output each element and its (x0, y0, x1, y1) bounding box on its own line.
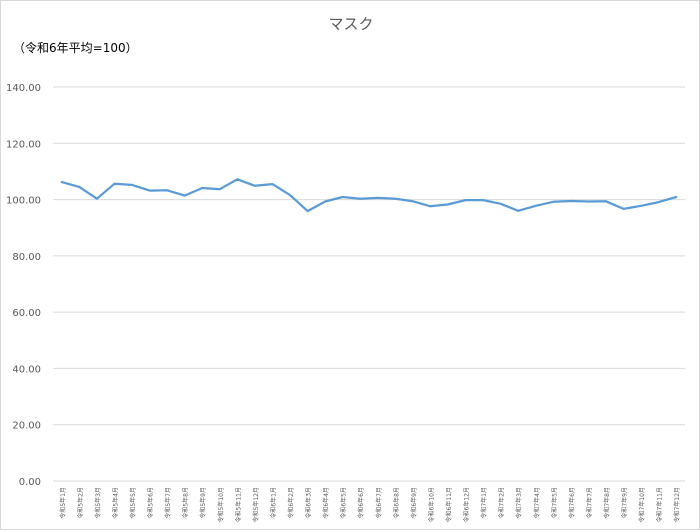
data-point (96, 198, 98, 200)
y-tick-label: 60.00 (12, 308, 41, 319)
y-tick-label: 140.00 (6, 83, 41, 94)
x-tick-label: 令和6年9月 (410, 487, 418, 519)
x-tick-label: 令和5年2月 (76, 487, 84, 519)
x-tick-label: 令和6年8月 (392, 487, 400, 519)
data-point (429, 205, 431, 207)
y-tick-label: 80.00 (12, 252, 41, 263)
x-tick-label: 令和6年4月 (322, 487, 330, 519)
x-tick-label: 令和7年8月 (603, 487, 611, 519)
data-point (640, 205, 642, 207)
x-tick-label: 令和6年5月 (340, 487, 348, 519)
y-tick-label: 120.00 (6, 139, 41, 150)
x-tick-label: 令和7年3月 (515, 487, 523, 519)
data-point (307, 210, 309, 212)
data-point (482, 199, 484, 201)
x-tick-label: 令和6年11月 (445, 487, 453, 522)
series-line (60, 178, 678, 213)
data-point (201, 187, 203, 189)
data-point (447, 203, 449, 205)
x-tick-label: 令和7年4月 (533, 487, 541, 519)
chart-title: マスク (328, 15, 374, 33)
data-point (149, 190, 151, 192)
x-tick-label: 令和6年1月 (269, 487, 277, 519)
data-point (131, 184, 133, 186)
data-point (219, 188, 221, 190)
data-point (254, 185, 256, 187)
x-tick-label: 令和5年12月 (252, 487, 260, 522)
data-point (500, 203, 502, 205)
x-tick-label: 令和7年9月 (621, 487, 629, 519)
x-tick-label: 令和5年3月 (94, 487, 102, 519)
data-point (587, 201, 589, 203)
y-tick-label: 40.00 (12, 364, 41, 375)
x-tick-label: 令和5年11月 (234, 487, 242, 522)
x-tick-label: 令和7年12月 (673, 487, 681, 522)
x-tick-label: 令和5年9月 (199, 487, 207, 519)
data-point (675, 196, 677, 198)
data-point (342, 196, 344, 198)
x-tick-label: 令和7年1月 (480, 487, 488, 519)
data-point (465, 199, 467, 201)
x-tick-label: 令和5年8月 (182, 487, 190, 519)
data-point (113, 183, 115, 185)
data-point (359, 198, 361, 200)
x-tick-label: 令和7年11月 (656, 487, 664, 522)
x-tick-label: 令和6年10月 (427, 487, 435, 522)
x-tick-label: 令和6年6月 (357, 487, 365, 519)
data-point (570, 200, 572, 202)
data-point (271, 183, 273, 185)
data-point (78, 186, 80, 188)
data-point (552, 201, 554, 203)
data-point (517, 210, 519, 212)
data-point (394, 198, 396, 200)
data-point (324, 201, 326, 203)
x-tick-label: 令和6年3月 (305, 487, 313, 519)
x-tick-label: 令和7年5月 (550, 487, 558, 519)
data-point (61, 181, 63, 183)
data-point (623, 208, 625, 210)
data-point (377, 197, 379, 199)
data-point (166, 189, 168, 191)
x-tick-label: 令和7年6月 (568, 487, 576, 519)
data-point (535, 205, 537, 207)
x-tick-label: 令和5年1月 (59, 487, 67, 519)
data-point (605, 200, 607, 202)
x-tick-label: 令和5年6月 (147, 487, 155, 519)
x-tick-label: 令和6年12月 (463, 487, 471, 522)
x-tick-label: 令和7年10月 (638, 487, 646, 522)
data-point (236, 178, 238, 180)
data-point (184, 195, 186, 197)
x-tick-label: 令和5年7月 (164, 487, 172, 519)
x-tick-label: 令和6年7月 (375, 487, 383, 519)
x-tick-label: 令和7年7月 (585, 487, 593, 519)
y-tick-label: 0.00 (19, 477, 41, 488)
y-tick-label: 100.00 (6, 196, 41, 207)
data-point (412, 200, 414, 202)
x-tick-label: 令和7年2月 (498, 487, 506, 519)
x-tick-label: 令和5年5月 (129, 487, 137, 519)
data-point (658, 201, 660, 203)
x-tick-label: 令和5年4月 (111, 487, 119, 519)
y-tick-label: 20.00 (12, 421, 41, 432)
data-point (289, 194, 291, 196)
x-tick-label: 令和6年2月 (287, 487, 295, 519)
x-tick-label: 令和5年10月 (217, 487, 225, 522)
unit-label: （令和6年平均=100） (13, 41, 138, 55)
